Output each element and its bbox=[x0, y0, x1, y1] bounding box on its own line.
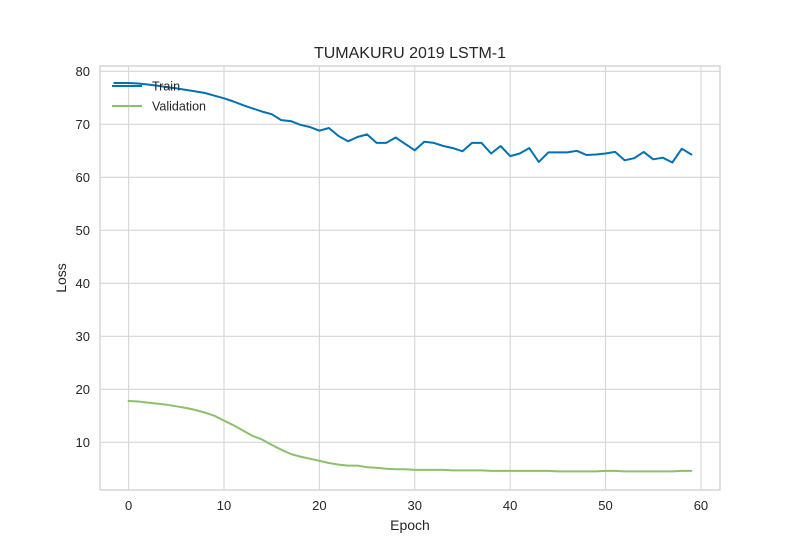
x-tick-label: 10 bbox=[217, 498, 231, 513]
x-tick-label: 50 bbox=[598, 498, 612, 513]
y-tick-label: 10 bbox=[76, 435, 90, 450]
y-tick-labels: 10 20 30 40 50 60 70 80 bbox=[76, 64, 90, 450]
y-tick-label: 20 bbox=[76, 382, 90, 397]
y-tick-label: 60 bbox=[76, 170, 90, 185]
y-tick-label: 70 bbox=[76, 117, 90, 132]
x-tick-label: 20 bbox=[312, 498, 326, 513]
x-tick-label: 40 bbox=[503, 498, 517, 513]
series-line-validation bbox=[127, 400, 693, 473]
x-tick-label: 0 bbox=[125, 498, 132, 513]
y-tick-label: 80 bbox=[76, 64, 90, 79]
plot-area bbox=[99, 65, 721, 491]
legend-label-train: Train bbox=[152, 80, 180, 94]
y-axis-label: Loss bbox=[53, 263, 69, 293]
y-tick-label: 50 bbox=[76, 223, 90, 238]
x-tick-label: 60 bbox=[694, 498, 708, 513]
legend: Train Validation bbox=[112, 80, 206, 114]
y-tick-label: 40 bbox=[76, 276, 90, 291]
legend-label-validation: Validation bbox=[152, 100, 206, 114]
x-axis-label: Epoch bbox=[390, 517, 430, 533]
chart-title: TUMAKURU 2019 LSTM-1 bbox=[314, 45, 506, 62]
x-tick-labels: 0 10 20 30 40 50 60 bbox=[125, 498, 708, 513]
grid-lines bbox=[100, 66, 720, 490]
y-tick-label: 30 bbox=[76, 329, 90, 344]
series-layer bbox=[113, 82, 693, 473]
x-tick-label: 30 bbox=[408, 498, 422, 513]
series-line-train bbox=[113, 82, 693, 164]
